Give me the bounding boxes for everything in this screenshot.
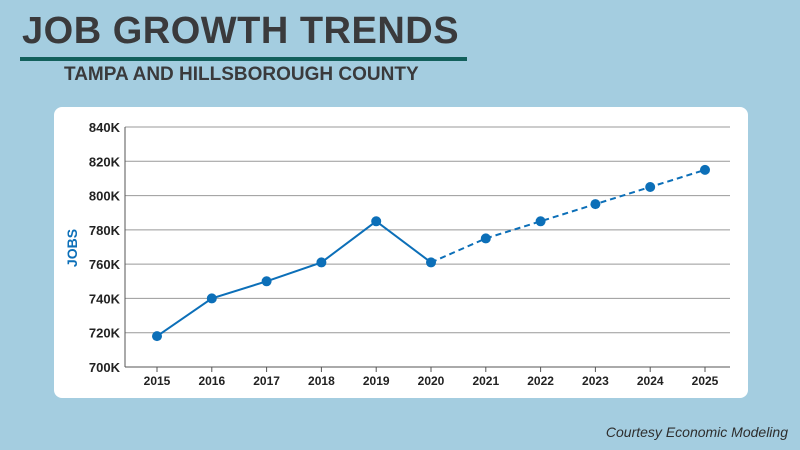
x-tick-label: 2024 xyxy=(637,374,664,388)
x-tick-label: 2022 xyxy=(527,374,554,388)
y-tick-label: 820K xyxy=(89,154,121,169)
y-tick-label: 800K xyxy=(89,189,121,204)
credit-text: Courtesy Economic Modeling xyxy=(605,424,788,440)
chart-subtitle: TAMPA AND HILLSBOROUGH COUNTY xyxy=(64,64,419,85)
series-line-projected xyxy=(430,168,706,264)
chart-card xyxy=(54,107,748,398)
x-tick-label: 2015 xyxy=(144,374,171,388)
data-point xyxy=(645,182,656,192)
data-point xyxy=(261,276,272,287)
x-tick-label: 2016 xyxy=(198,374,225,388)
x-tick-label: 2019 xyxy=(363,374,390,388)
data-point xyxy=(206,293,217,304)
data-point xyxy=(480,233,491,244)
y-tick-label: 760K xyxy=(89,257,121,272)
data-point xyxy=(590,199,601,210)
data-point xyxy=(700,164,710,175)
y-tick-label: 840K xyxy=(89,120,121,135)
x-tick-label: 2021 xyxy=(472,374,499,388)
y-tick-label: 720K xyxy=(89,326,121,341)
y-tick-label: 780K xyxy=(89,223,121,238)
x-tick-label: 2023 xyxy=(582,374,609,388)
series-line-actual xyxy=(156,220,432,337)
data-point xyxy=(371,216,382,227)
y-tick-label: 740K xyxy=(89,291,121,306)
x-tick-label: 2018 xyxy=(308,374,335,388)
y-axis-label: JOBS xyxy=(64,229,80,267)
data-point xyxy=(535,216,546,227)
x-tick-label: 2017 xyxy=(253,374,280,388)
data-point xyxy=(316,257,327,268)
chart-title: JOB GROWTH TRENDS xyxy=(22,10,460,52)
data-point xyxy=(426,257,436,268)
x-tick-label: 2025 xyxy=(692,374,719,388)
data-point xyxy=(152,331,162,342)
title-underline xyxy=(20,57,467,61)
y-tick-label: 700K xyxy=(89,360,121,375)
x-tick-label: 2020 xyxy=(418,374,445,388)
